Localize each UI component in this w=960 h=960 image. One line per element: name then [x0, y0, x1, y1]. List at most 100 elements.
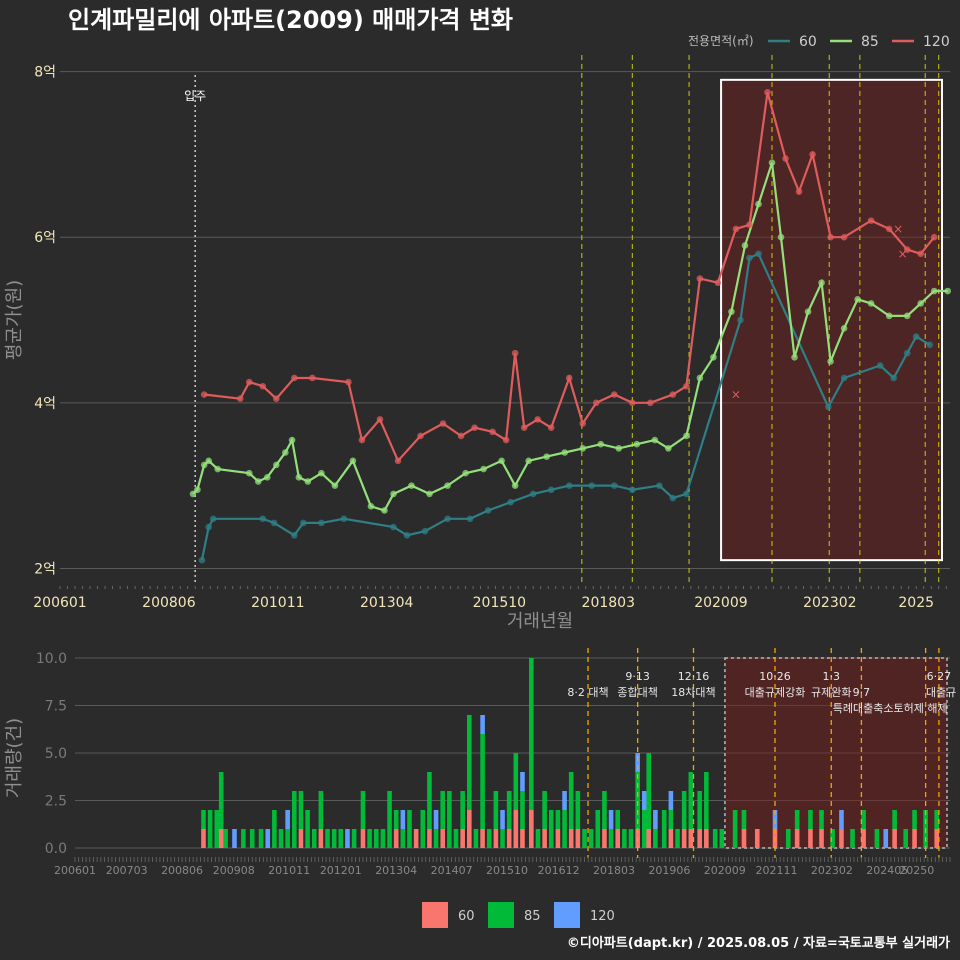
data-point-85: [305, 478, 312, 485]
bar-segment-60: [892, 829, 897, 848]
bar-segment-85: [609, 829, 614, 848]
data-point-120: [273, 395, 280, 402]
data-point-120: [377, 416, 384, 423]
data-point-60: [670, 495, 677, 502]
bar-segment-85: [259, 829, 264, 848]
data-point-60: [755, 250, 762, 257]
data-point-60: [444, 515, 451, 522]
bar-segment-85: [629, 829, 634, 848]
policy-annotation: 특례대출축소토허제 해제: [833, 701, 948, 715]
bar-segment-85: [460, 791, 465, 829]
data-point-60: [629, 486, 636, 493]
data-point-120: [931, 234, 938, 241]
y-tick-label: 4억: [34, 396, 56, 412]
x-tick-label: 200601: [33, 595, 86, 611]
bar-segment-60: [569, 829, 574, 848]
data-point-60: [530, 491, 537, 498]
bar-segment-85: [675, 829, 680, 848]
bar-segment-60: [460, 829, 465, 848]
bar-segment-85: [332, 829, 337, 848]
legend-label-60: 60: [458, 909, 475, 924]
data-point-60: [877, 362, 884, 369]
data-point-120: [259, 383, 266, 390]
bar-segment-120: [480, 715, 485, 734]
bar-segment-85: [576, 791, 581, 829]
legend-label-120: 120: [923, 34, 950, 50]
data-point-60: [485, 507, 492, 514]
bar-segment-85: [361, 791, 366, 829]
data-point-120: [629, 400, 636, 407]
bar-segment-85: [292, 791, 297, 848]
data-point-120: [809, 151, 816, 158]
data-point-120: [827, 234, 834, 241]
x-tick-label: 201510: [486, 864, 528, 877]
cross-marker: ×: [731, 388, 741, 402]
bar-segment-85: [682, 791, 687, 829]
data-point-120: [566, 375, 573, 382]
bar-segment-85: [589, 829, 594, 848]
data-point-60: [271, 520, 278, 527]
data-point-60: [737, 317, 744, 324]
data-point-85: [854, 296, 861, 303]
x-tick-label: 201510: [473, 595, 526, 611]
bar-segment-85: [420, 810, 425, 848]
bar-segment-85: [704, 772, 709, 829]
policy-annotation: 6·27: [927, 670, 952, 683]
cross-marker: ×: [898, 247, 908, 261]
data-point-85: [318, 470, 325, 477]
bar-segment-85: [250, 829, 255, 848]
bar-segment-85: [903, 829, 908, 848]
y-tick-label: 10.0: [36, 651, 67, 667]
bar-segment-120: [285, 810, 290, 829]
bar-segment-120: [232, 829, 237, 848]
bar-segment-85: [279, 829, 284, 848]
policy-annotation: 10·26: [759, 670, 791, 683]
x-tick-label: 201304: [360, 595, 414, 611]
legend-title: 전용면적(㎡): [688, 34, 754, 48]
data-point-85: [931, 288, 938, 295]
bar-segment-60: [299, 829, 304, 848]
y-tick-label: 8억: [34, 65, 56, 81]
bar-segment-120: [401, 810, 406, 829]
bar-segment-85: [646, 753, 651, 829]
legend-swatch-85: [488, 902, 514, 928]
x-tick-label: 201011: [268, 864, 310, 877]
bar-segment-85: [786, 829, 791, 848]
bar-segment-85: [407, 810, 412, 848]
data-point-120: [521, 424, 528, 431]
policy-annotation: 규제완화: [811, 686, 851, 699]
data-point-85: [381, 507, 388, 514]
bar-segment-120: [883, 829, 888, 848]
bar-segment-85: [201, 810, 206, 829]
data-point-60: [825, 404, 832, 411]
bar-segment-85: [595, 810, 600, 848]
bar-segment-85: [474, 829, 479, 848]
data-point-85: [408, 482, 415, 489]
data-point-60: [210, 515, 217, 522]
data-point-85: [390, 491, 397, 498]
data-point-60: [904, 350, 911, 357]
bar-segment-120: [669, 791, 674, 810]
data-point-85: [818, 279, 825, 286]
bar-segment-85: [352, 829, 357, 848]
x-tick-label: 201906: [648, 864, 690, 877]
bar-segment-85: [742, 810, 747, 829]
bar-segment-85: [875, 829, 880, 848]
x-tick-label: 202302: [803, 595, 856, 611]
data-point-85: [791, 354, 798, 361]
data-point-120: [503, 437, 510, 444]
bar-segment-85: [500, 829, 505, 848]
x-tick-label: 201304: [375, 864, 417, 877]
data-point-120: [697, 275, 704, 282]
data-point-85: [597, 441, 604, 448]
x-tick-label: 202302: [811, 864, 853, 877]
data-point-85: [697, 375, 704, 382]
bar-segment-60: [480, 829, 485, 848]
x-tick-label: 202111: [755, 864, 797, 877]
bar-segment-85: [733, 810, 738, 848]
data-point-60: [890, 375, 897, 382]
x-tick-label: 200806: [161, 864, 203, 877]
bar-segment-85: [241, 829, 246, 848]
data-point-85: [683, 433, 690, 440]
bar-segment-85: [556, 810, 561, 829]
